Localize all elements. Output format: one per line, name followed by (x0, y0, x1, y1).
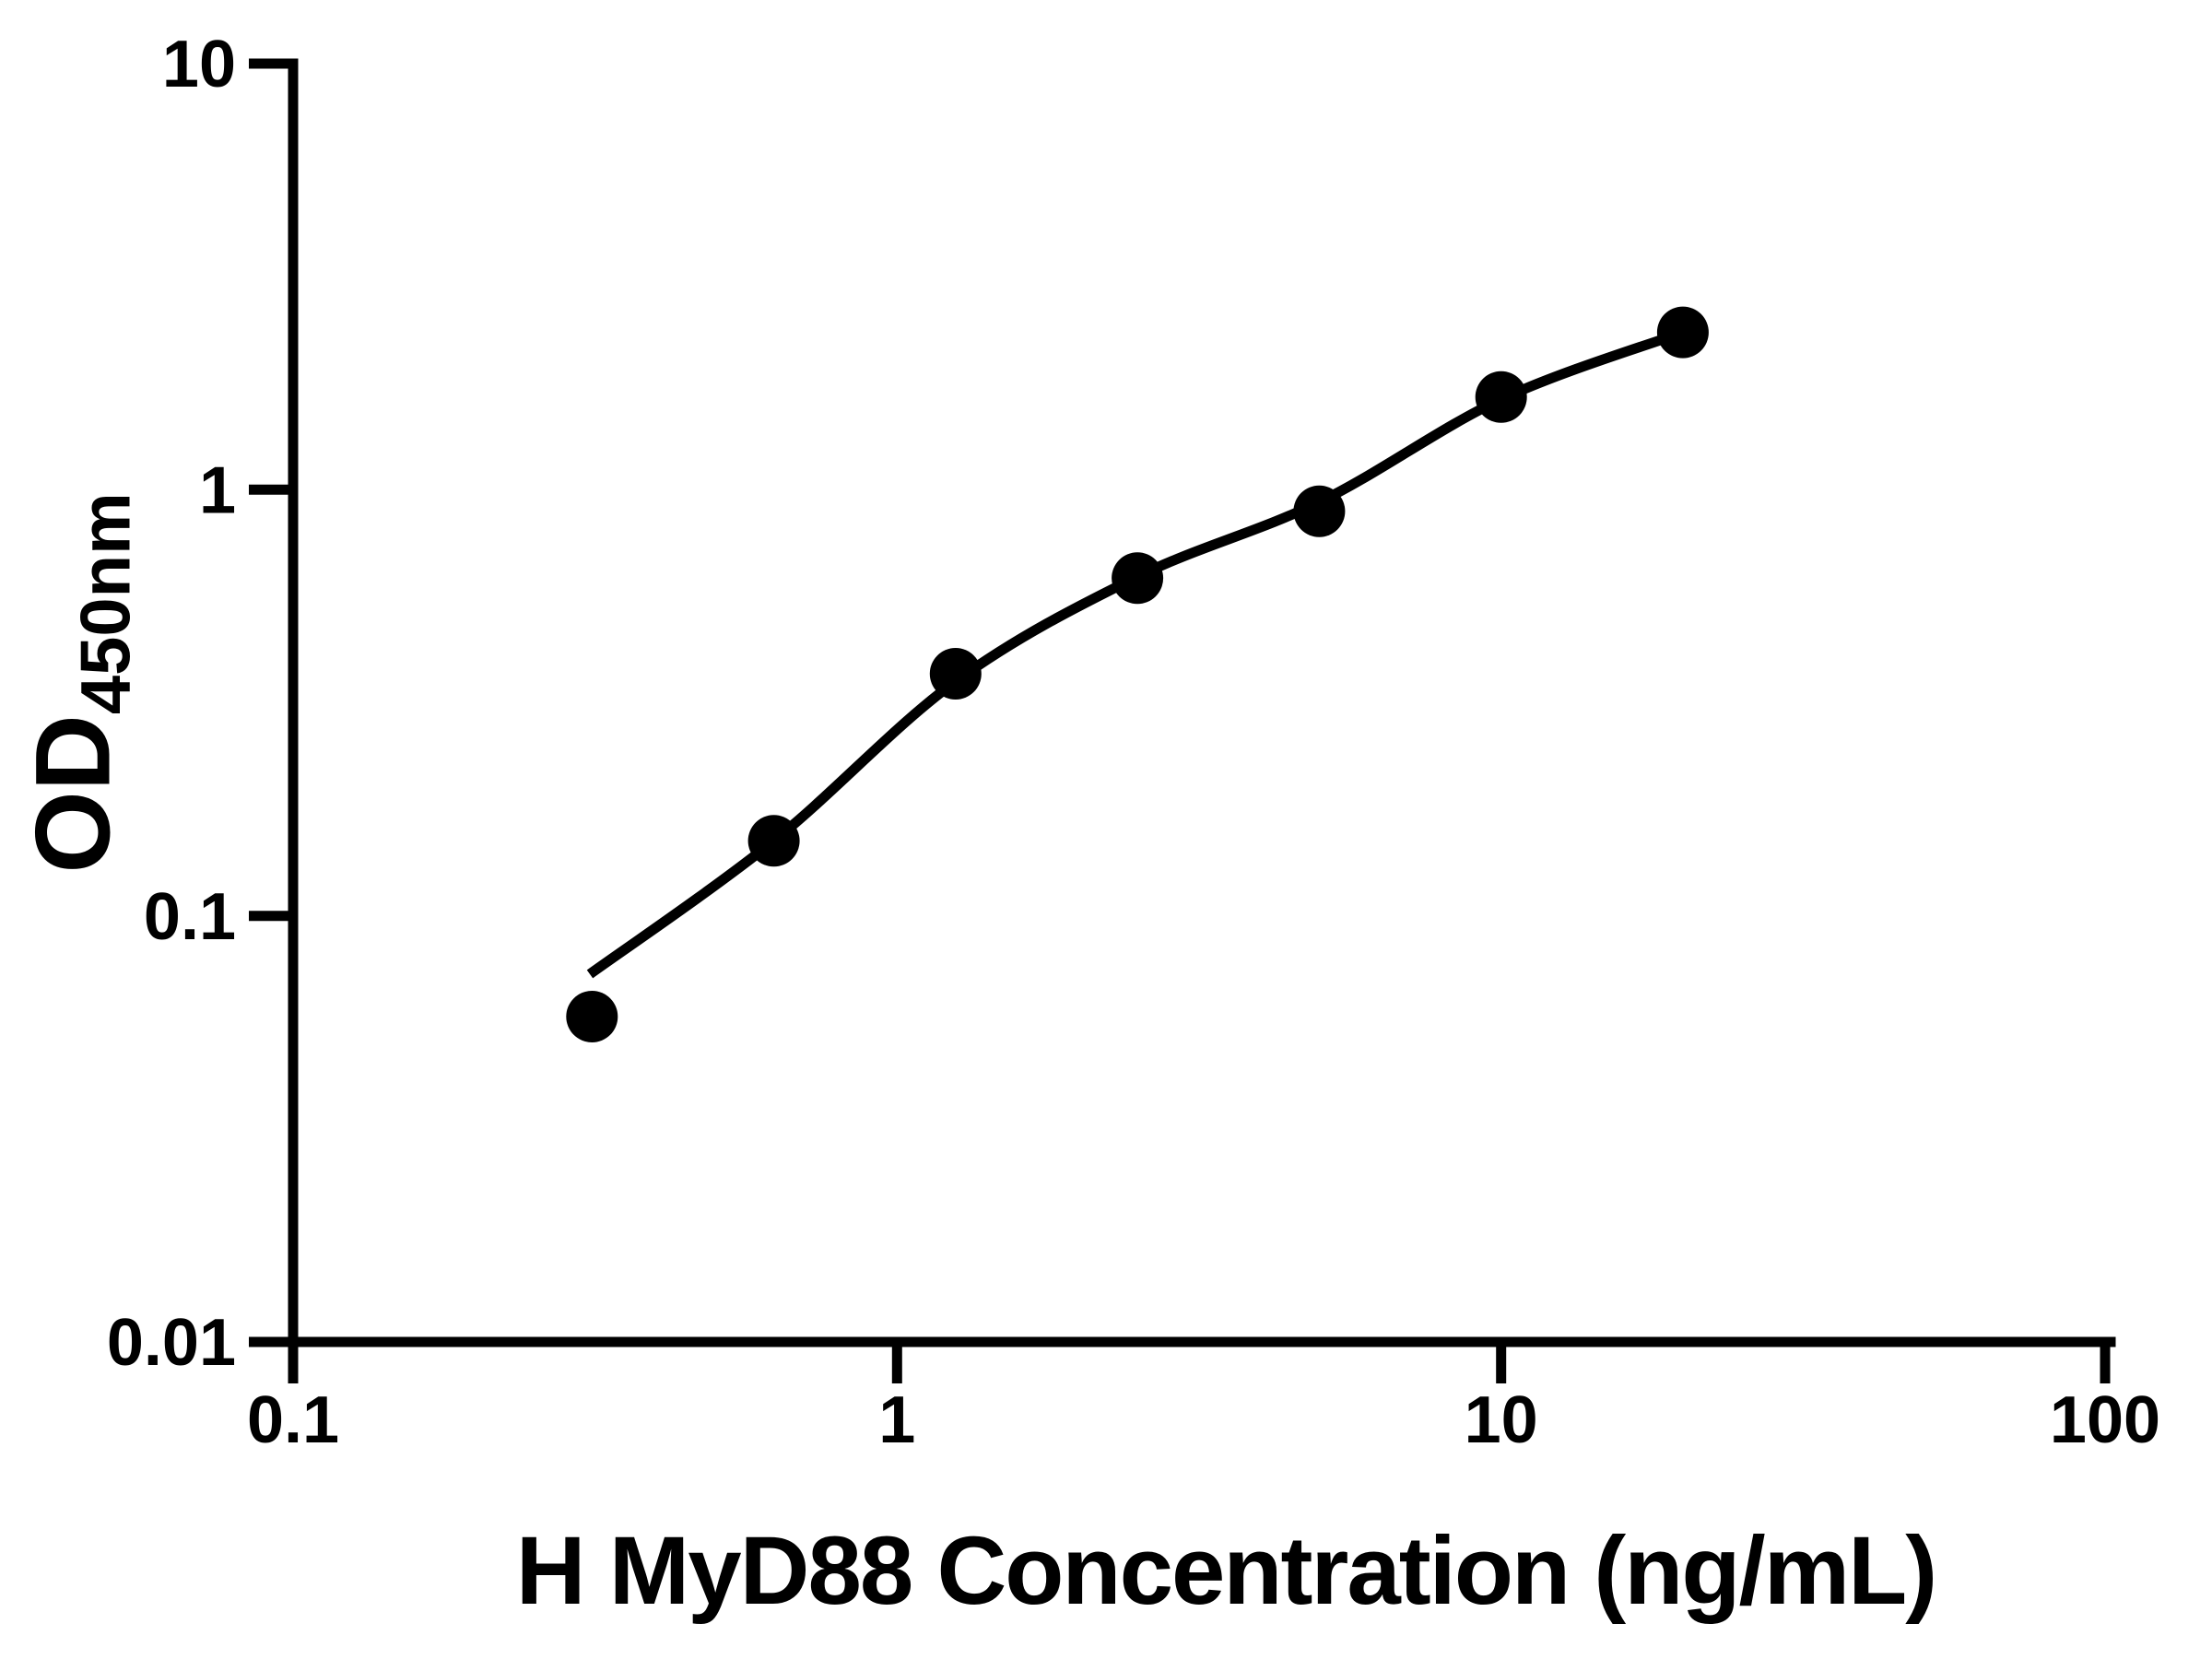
x-tick-label: 0.1 (247, 1383, 339, 1457)
data-point (566, 991, 618, 1042)
x-tick-label: 10 (1465, 1383, 1538, 1457)
y-tick-label: 1 (199, 454, 236, 528)
y-tick-label: 10 (162, 28, 236, 101)
y-axis-title-main: OD (14, 714, 133, 874)
x-tick-label: 1 (878, 1383, 915, 1457)
data-point (1112, 552, 1164, 605)
fit-curve (586, 327, 1685, 979)
x-tick-label: 100 (2050, 1383, 2160, 1457)
data-point (1656, 306, 1709, 359)
x-axis-title: H MyD88 Concentration (ng/mL) (515, 1517, 1937, 1625)
data-point (747, 815, 800, 867)
y-tick-label: 0.01 (107, 1306, 236, 1380)
data-point (1293, 485, 1346, 537)
y-axis-title: OD450nm (15, 492, 146, 873)
y-tick-label: 0.1 (144, 880, 236, 954)
y-axis-title-subscript: 450nm (66, 492, 146, 715)
data-point (1475, 371, 1527, 423)
data-point (929, 648, 982, 700)
